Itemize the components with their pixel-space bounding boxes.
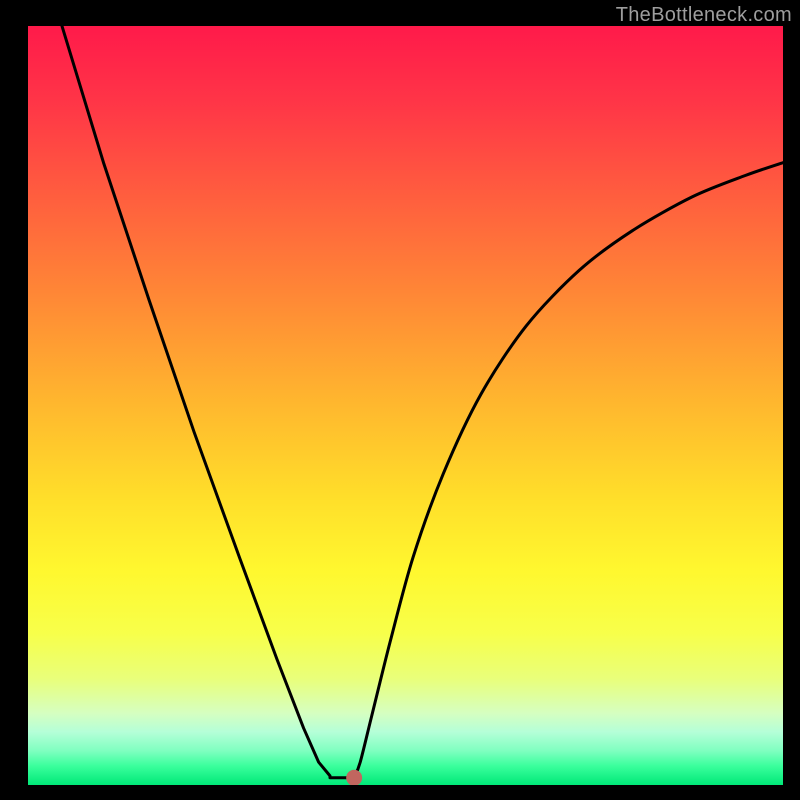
watermark-text: TheBottleneck.com xyxy=(616,4,792,27)
plot-area xyxy=(28,26,783,785)
gradient-background xyxy=(28,26,783,785)
chart-svg xyxy=(28,26,783,785)
chart-frame xyxy=(0,0,800,800)
